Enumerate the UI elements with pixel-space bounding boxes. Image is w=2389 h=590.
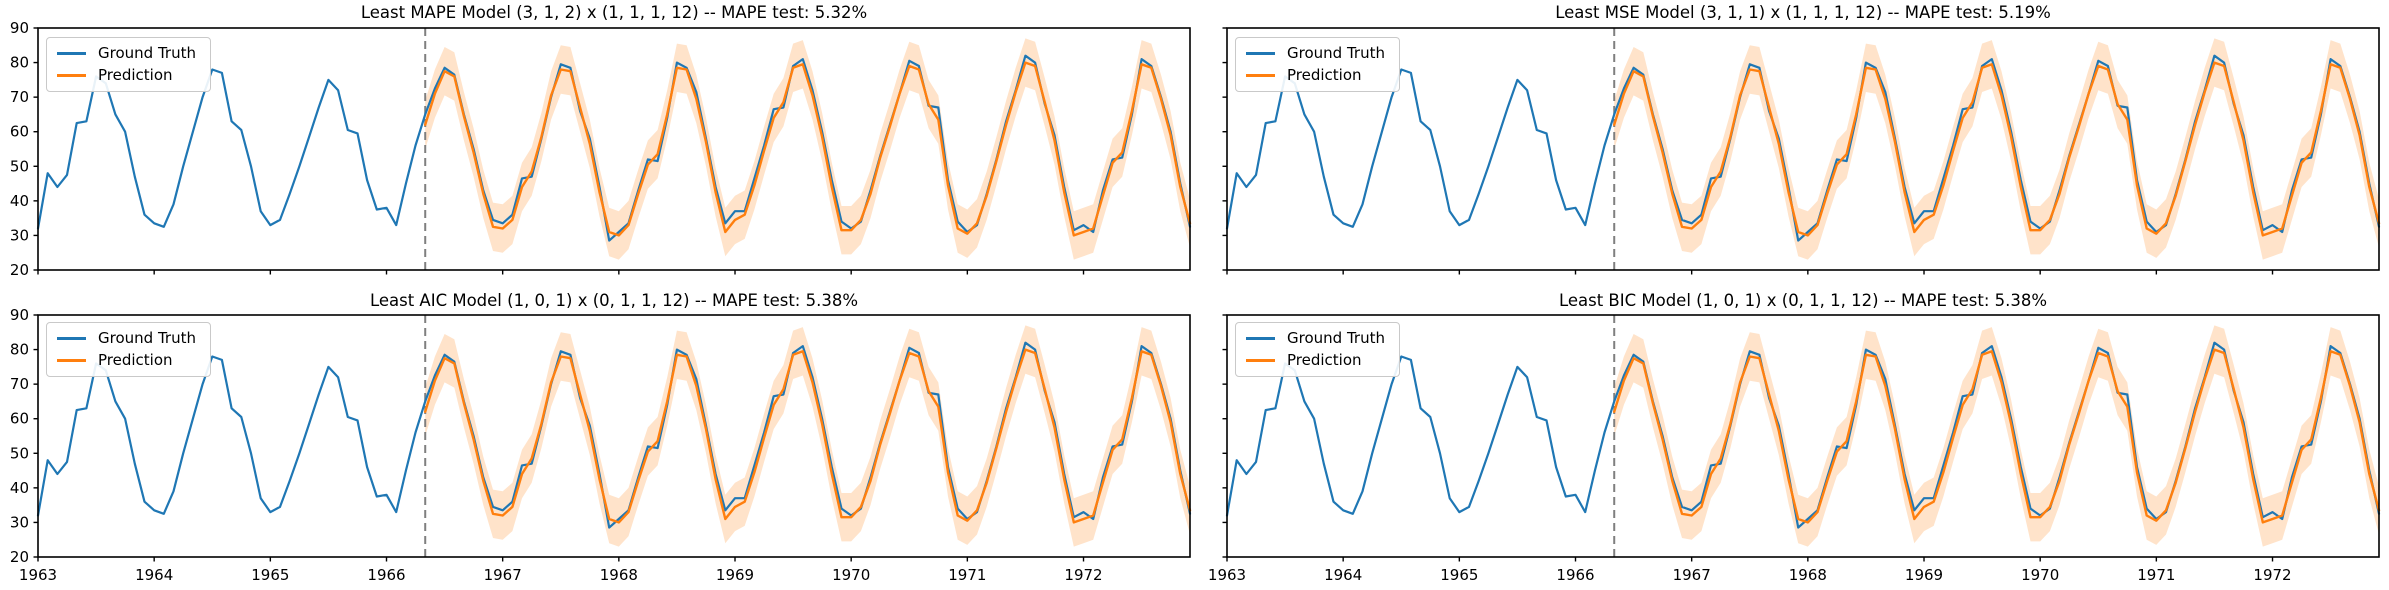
plot-frame [1226, 314, 2380, 558]
x-tick-label: 1971 [948, 566, 986, 584]
subplot-title-least-mape: Least MAPE Model (3, 1, 2) x (1, 1, 1, 1… [360, 3, 868, 22]
y-tick-label: 60 [10, 410, 29, 428]
y-tick-label: 20 [10, 548, 29, 566]
x-tick-label: 1969 [1905, 566, 1943, 584]
x-tick-label: 1969 [716, 566, 754, 584]
legend-item-prediction: Prediction [57, 352, 196, 368]
ground-truth-line-swatch [1246, 336, 1275, 340]
x-tick-label: 1965 [1440, 566, 1478, 584]
y-tick-label: 40 [10, 479, 29, 497]
x-tick-label: 1972 [2253, 566, 2291, 584]
prediction-line-swatch [1246, 358, 1275, 362]
ground-truth-line-swatch [57, 336, 86, 340]
x-tick-label: 1968 [600, 566, 638, 584]
legend: Ground Truth Prediction [46, 37, 211, 92]
y-tick-label: 30 [10, 513, 29, 531]
plot-frame [1226, 27, 2380, 271]
prediction-line-swatch [57, 73, 86, 77]
legend-label: Ground Truth [98, 329, 196, 347]
legend-label: Prediction [1287, 66, 1362, 84]
y-tick-label: 70 [10, 88, 29, 106]
subplot-title-least-bic: Least BIC Model (1, 0, 1) x (0, 1, 1, 12… [1558, 291, 2048, 310]
x-tick-label: 1966 [1556, 566, 1594, 584]
legend-item-ground-truth: Ground Truth [57, 330, 196, 346]
prediction-line [1612, 61, 2381, 237]
legend-item-prediction: Prediction [1246, 352, 1385, 368]
legend-label: Prediction [98, 351, 173, 369]
legend-label: Prediction [1287, 351, 1362, 369]
prediction-line [424, 348, 1192, 524]
legend-item-ground-truth: Ground Truth [1246, 45, 1385, 61]
y-tick-label: 90 [10, 19, 29, 37]
x-tick-label: 1972 [1064, 566, 1102, 584]
plot-frame [37, 314, 1191, 558]
legend-item-prediction: Prediction [1246, 67, 1385, 83]
prediction-line [1612, 348, 2381, 524]
y-tick-label: 80 [10, 54, 29, 72]
legend: Ground Truth Prediction [1235, 37, 1400, 92]
x-tick-label: 1964 [135, 566, 173, 584]
y-tick-label: 40 [10, 192, 29, 210]
y-tick-label: 70 [10, 375, 29, 393]
x-tick-label: 1971 [2137, 566, 2175, 584]
x-tick-label: 1970 [2021, 566, 2059, 584]
legend: Ground Truth Prediction [1235, 322, 1400, 377]
y-tick-label: 20 [10, 261, 29, 279]
subplot-title-least-aic: Least AIC Model (1, 0, 1) x (0, 1, 1, 12… [369, 291, 859, 310]
x-tick-label: 1963 [19, 566, 57, 584]
legend-item-ground-truth: Ground Truth [57, 45, 196, 61]
legend-item-prediction: Prediction [57, 67, 196, 83]
legend-item-ground-truth: Ground Truth [1246, 330, 1385, 346]
legend: Ground Truth Prediction [46, 322, 211, 377]
legend-label: Ground Truth [1287, 44, 1385, 62]
x-tick-label: 1963 [1208, 566, 1246, 584]
y-tick-label: 30 [10, 226, 29, 244]
ground-truth-line-swatch [1246, 51, 1275, 55]
prediction-line-swatch [57, 358, 86, 362]
y-tick-label: 50 [10, 157, 29, 175]
plot-frame [37, 27, 1191, 271]
x-tick-label: 1970 [832, 566, 870, 584]
x-tick-label: 1964 [1324, 566, 1362, 584]
y-tick-label: 80 [10, 341, 29, 359]
x-tick-label: 1967 [484, 566, 522, 584]
legend-label: Ground Truth [1287, 329, 1385, 347]
prediction-line [424, 61, 1192, 237]
prediction-line-swatch [1246, 73, 1275, 77]
y-tick-label: 50 [10, 444, 29, 462]
x-tick-label: 1966 [367, 566, 405, 584]
x-tick-label: 1965 [251, 566, 289, 584]
y-tick-label: 90 [10, 306, 29, 324]
x-tick-label: 1968 [1789, 566, 1827, 584]
subplot-title-least-mse: Least MSE Model (3, 1, 1) x (1, 1, 1, 12… [1555, 3, 2051, 22]
legend-label: Ground Truth [98, 44, 196, 62]
ground-truth-line-swatch [57, 51, 86, 55]
legend-label: Prediction [98, 66, 173, 84]
y-tick-label: 60 [10, 123, 29, 141]
x-tick-label: 1967 [1673, 566, 1711, 584]
